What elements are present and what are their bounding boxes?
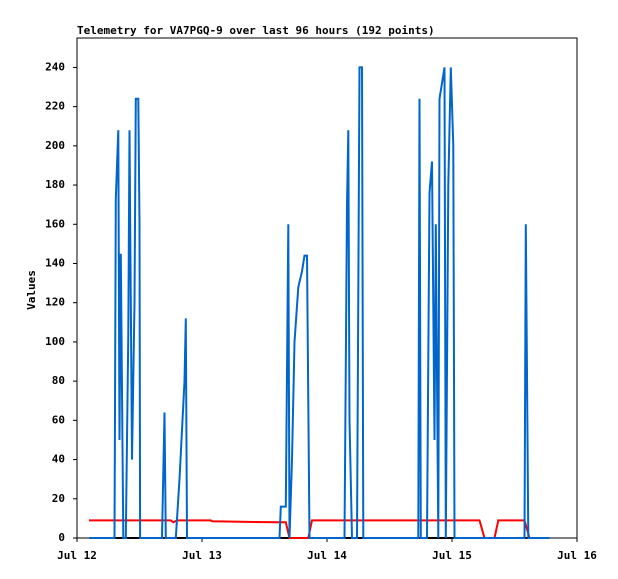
y-tick-label: 220 xyxy=(45,100,65,113)
y-tick-label: 20 xyxy=(52,492,65,505)
y-tick-label: 140 xyxy=(45,256,65,269)
y-tick-label: 120 xyxy=(45,296,65,309)
series-line xyxy=(89,66,550,539)
y-tick-label: 80 xyxy=(52,374,65,387)
x-tick-label: Jul 16 xyxy=(557,549,597,562)
y-tick-label: 240 xyxy=(45,60,65,73)
x-tick-label: Jul 14 xyxy=(307,549,347,562)
plot-frame xyxy=(76,37,578,539)
y-axis-label: Values xyxy=(25,270,38,310)
y-tick-label: 100 xyxy=(45,335,65,348)
y-tick-label: 0 xyxy=(58,531,65,544)
y-tick-label: 180 xyxy=(45,178,65,191)
x-tick-label: Jul 13 xyxy=(182,549,222,562)
x-tick-label: Jul 15 xyxy=(432,549,472,562)
chart-title: Telemetry for VA7PGQ-9 over last 96 hour… xyxy=(77,24,435,37)
series-line xyxy=(89,519,550,539)
y-tick-label: 40 xyxy=(52,453,65,466)
y-tick-label: 160 xyxy=(45,217,65,230)
x-tick-label: Jul 12 xyxy=(57,549,97,562)
y-tick-label: 60 xyxy=(52,413,65,426)
y-tick-label: 200 xyxy=(45,139,65,152)
